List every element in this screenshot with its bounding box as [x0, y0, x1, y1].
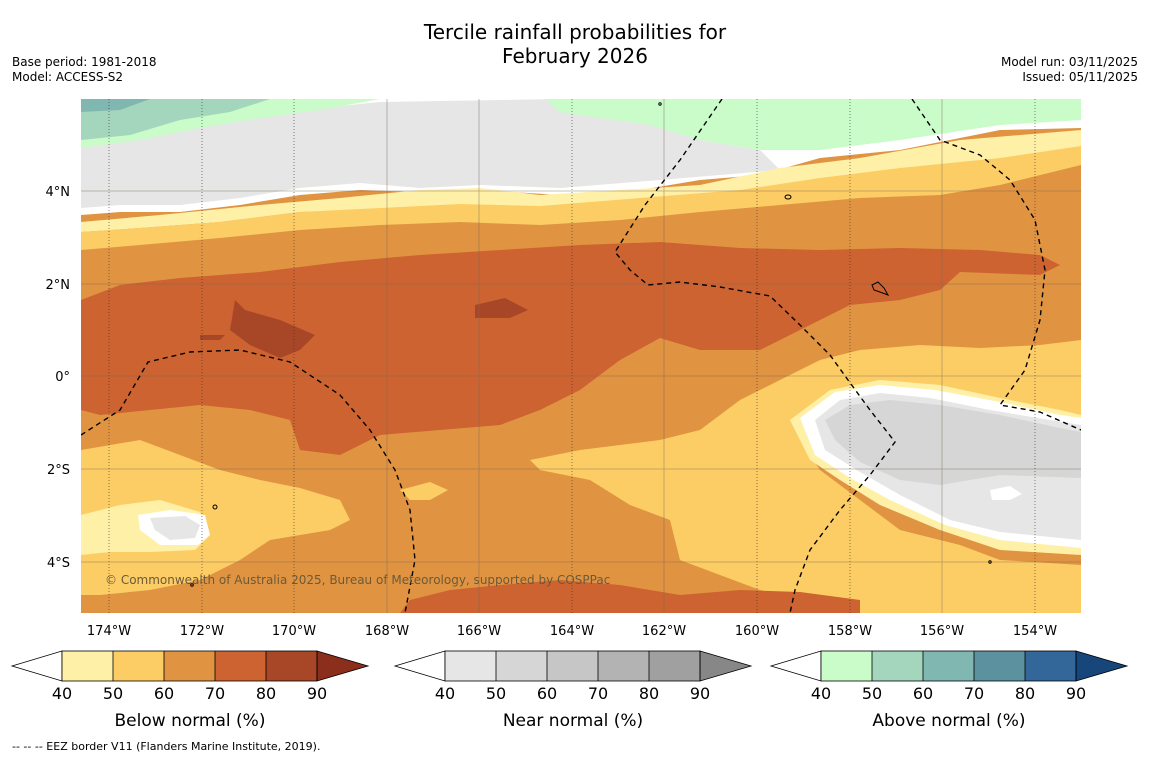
below-50-60-south-region — [81, 440, 350, 595]
lat-tick: 4°S — [47, 556, 70, 571]
map-title: Tercile rainfall probabilities for Febru… — [0, 20, 1150, 68]
colorbar-above-swatch-3 — [974, 651, 1025, 681]
lon-tick: 162°W — [642, 624, 686, 639]
colorbar-near-swatch-4 — [649, 651, 700, 681]
colorbar-below-swatch-4 — [266, 651, 317, 681]
near-normal-north-region — [81, 99, 780, 208]
colorbar-tick: 60 — [537, 684, 557, 703]
below-50-60-small-patch — [400, 482, 448, 500]
colorbar-below-label: Below normal (%) — [115, 711, 266, 731]
below-70-80-main-region — [81, 242, 1060, 455]
lat-tick: 2°S — [47, 463, 70, 478]
colorbar-tick: 50 — [486, 684, 506, 703]
below-80-90-patch-3 — [200, 335, 225, 340]
lon-tick: 160°W — [735, 624, 779, 639]
lat-tick-labels: 4°N 2°N 0° 2°S 4°S — [46, 185, 71, 571]
issued-date: Issued: 05/11/2025 — [1022, 70, 1138, 84]
meta-left: Base period: 1981-2018 Model: ACCESS-S2 — [12, 55, 157, 85]
colorbar-near-label: Near normal (%) — [503, 711, 643, 731]
above-60-70-nw-region — [81, 99, 270, 140]
lat-tick: 2°N — [46, 278, 71, 293]
lon-tick: 154°W — [1013, 624, 1057, 639]
map-area — [81, 99, 1081, 613]
colorbar-above-label: Above normal (%) — [872, 711, 1025, 731]
eez-legend-footer: -- -- -- EEZ border V11 (Flanders Marine… — [12, 740, 321, 753]
colorbar-near-swatch-0 — [445, 651, 496, 681]
below-70-80-south-band — [400, 580, 860, 613]
graticule-solid — [81, 99, 1081, 613]
colorbar-tick: 50 — [103, 684, 123, 703]
model-run: Model run: 03/11/2025 — [1000, 55, 1138, 69]
lon-tick: 172°W — [180, 624, 224, 639]
colorbar-tick: 70 — [964, 684, 984, 703]
colorbar-below-swatch-1 — [113, 651, 164, 681]
colorbar-above-swatch-2 — [923, 651, 974, 681]
colorbar-tick: 70 — [205, 684, 225, 703]
near-normal-sw-patch — [150, 516, 200, 540]
lon-tick: 158°W — [828, 624, 872, 639]
colorbar-tick: 50 — [862, 684, 882, 703]
colorbar-tick: 80 — [1015, 684, 1035, 703]
colorbar-tick: 40 — [435, 684, 455, 703]
below-50-60-central-region — [530, 340, 1081, 613]
eez-borders — [81, 99, 1081, 613]
colorbar-tick: 80 — [639, 684, 659, 703]
above-70-80-nw-region — [81, 99, 150, 112]
colorbar-tick: 80 — [256, 684, 276, 703]
colorbar-near-min-arrow — [393, 650, 446, 682]
meta-right: Model run: 03/11/2025 Issued: 05/11/2025 — [1001, 55, 1138, 85]
colorbar-below-min-arrow — [10, 650, 63, 682]
lat-tick: 4°N — [46, 185, 71, 200]
colorbar-near-swatch-3 — [598, 651, 649, 681]
colorbar-below-swatch-3 — [215, 651, 266, 681]
colorbar-below-swatch-2 — [164, 651, 215, 681]
colorbar-tick: 40 — [811, 684, 831, 703]
colorbar-tick: 60 — [913, 684, 933, 703]
colorbar-above-swatch-0 — [821, 651, 872, 681]
lon-tick: 156°W — [920, 624, 964, 639]
colorbar-near-max-arrow — [699, 650, 753, 682]
colorbar-above-swatch-4 — [1025, 651, 1076, 681]
title-line1: Tercile rainfall probabilities for — [423, 20, 727, 44]
below-80-90-patch-1 — [230, 300, 315, 358]
below-50-60-north-band — [81, 146, 1081, 250]
base-period: Base period: 1981-2018 — [12, 55, 157, 69]
colorbar-above-min-arrow — [769, 650, 822, 682]
colorbar-above-normal: 40 50 60 70 80 90 Above normal (%) — [769, 650, 1129, 731]
colorbar-above-max-arrow — [1075, 650, 1129, 682]
colorbar-near-swatch-1 — [496, 651, 547, 681]
model-name: Model: ACCESS-S2 — [12, 70, 124, 84]
colorbar-tick: 90 — [690, 684, 710, 703]
lat-tick: 0° — [55, 370, 70, 385]
lon-tick: 166°W — [457, 624, 501, 639]
near-normal-50-60-east-region — [825, 400, 1081, 485]
white-east-small-patch — [990, 486, 1022, 500]
colorbar-below-max-arrow — [316, 650, 370, 682]
colorbar-tick: 70 — [588, 684, 608, 703]
title-line2: February 2026 — [502, 44, 648, 68]
colorbar-above-swatch-1 — [872, 651, 923, 681]
lon-tick: 168°W — [365, 624, 409, 639]
colorbar-near-swatch-2 — [547, 651, 598, 681]
colorbar-tick: 90 — [1066, 684, 1086, 703]
below-40-50-north-band — [81, 130, 1081, 232]
lon-tick: 170°W — [272, 624, 316, 639]
lon-tick: 174°W — [87, 624, 131, 639]
colorbar-tick: 40 — [52, 684, 72, 703]
lon-tick-labels: 174°W 172°W 170°W 168°W 166°W 164°W 162°… — [87, 624, 1057, 639]
below-80-90-patch-2 — [475, 298, 528, 318]
colorbar-tick: 90 — [307, 684, 327, 703]
colorbar-tick: 60 — [154, 684, 174, 703]
copyright-notice: © Commonwealth of Australia 2025, Bureau… — [105, 573, 610, 587]
colorbar-below-normal: 40 50 60 70 80 90 Below normal (%) — [10, 650, 370, 731]
lon-tick: 164°W — [550, 624, 594, 639]
islands — [190, 102, 992, 587]
above-normal-ne-region — [545, 99, 1081, 150]
colorbar-near-normal: 40 50 60 70 80 90 Near normal (%) — [393, 650, 753, 731]
colorbar-below-swatch-0 — [62, 651, 113, 681]
